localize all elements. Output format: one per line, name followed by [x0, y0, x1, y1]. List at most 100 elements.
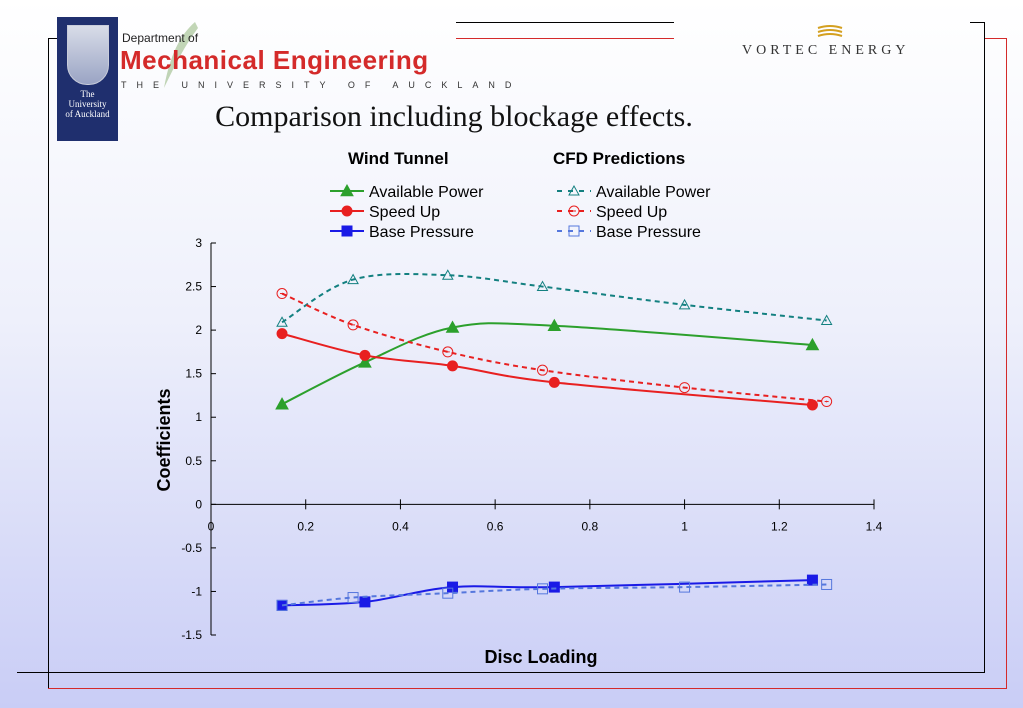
frame-top-right-black: [970, 22, 984, 23]
data-point: [548, 581, 560, 593]
university-name: THE UNIVERSITY OF AUCKLAND: [121, 80, 522, 90]
legend-swatch-marker: [568, 205, 580, 217]
legend-label: Available Power: [369, 184, 484, 201]
data-point: [442, 346, 454, 358]
frame-bottom-red-line: [48, 688, 1007, 689]
frame-top-left-line: [48, 38, 58, 39]
frame-right-black-line: [984, 22, 985, 672]
y-tick-label: 2.5: [185, 280, 202, 294]
legend-label: Base Pressure: [596, 224, 701, 241]
x-tick-label: 0.6: [487, 519, 504, 533]
x-tick-label: 1.2: [771, 519, 788, 533]
legend-item: Available Power: [557, 184, 711, 201]
series-line: [281, 292, 827, 403]
y-tick-label: 2: [195, 323, 202, 337]
data-point: [347, 319, 359, 331]
series-4: [276, 288, 833, 408]
data-point: [276, 328, 288, 340]
data-point: [806, 574, 818, 586]
crest-text-auckland: of Auckland: [65, 109, 110, 119]
data-point: [445, 320, 460, 333]
partner-logo-text: VORTEC ENERGY: [742, 43, 910, 58]
frame-top-red-line: [456, 38, 674, 39]
fern-leaf-icon: [164, 22, 198, 88]
x-tick-label: 0.2: [297, 519, 314, 533]
y-tick-label: -0.5: [181, 541, 202, 555]
legend-swatch-marker: [340, 183, 354, 197]
data-point: [678, 298, 691, 310]
data-point: [275, 397, 289, 410]
series-line: [281, 332, 813, 407]
legend-label: Available Power: [596, 184, 711, 201]
legend-swatch-marker: [341, 225, 353, 237]
legend-item: Available Power: [330, 183, 484, 201]
legend-label: Speed Up: [369, 204, 440, 221]
series-0: [275, 318, 820, 410]
data-point: [537, 583, 548, 595]
data-point: [548, 376, 560, 388]
slide-title: Comparison including blockage effects.: [215, 100, 693, 133]
axes-layer: 3 2.5 2 1.5 1 0.5 0 -0.5 -1 -1.5 0 0.2 0.4 0.6 0.8 1 1.2…: [181, 236, 882, 642]
data-point: [359, 349, 371, 361]
x-tick-label: 0.8: [582, 519, 599, 533]
data-point: [441, 269, 454, 280]
legend-item: Speed Up: [330, 204, 440, 221]
vortec-wave-icon: [817, 25, 843, 37]
legend-swatch-marker: [568, 184, 580, 196]
university-crest: The University of Auckland: [57, 17, 118, 141]
legend-label: Base Pressure: [369, 224, 474, 241]
data-point: [347, 592, 359, 604]
data-point: [359, 596, 371, 608]
y-tick-label: 1: [195, 410, 202, 424]
legend-swatch-marker: [341, 205, 353, 217]
series-3: [276, 269, 833, 327]
x-tick-label: 0: [208, 519, 215, 533]
legend-item: Base Pressure: [557, 224, 701, 241]
y-tick-label: 3: [195, 236, 202, 250]
legend-layer: Wind Tunnel CFD Predictions Available Powe…: [330, 149, 711, 241]
crest-text-university: University: [68, 99, 107, 109]
data-point: [276, 316, 288, 327]
x-axis-title: Disc Loading: [484, 647, 597, 667]
frame-top-right-red: [984, 38, 1006, 39]
data-point: [537, 364, 548, 376]
series-line: [281, 579, 813, 607]
y-tick-label: 1.5: [185, 367, 202, 381]
frame-top-black-line: [456, 22, 674, 23]
y-tick-label: 0.5: [185, 454, 202, 468]
series-layer: [275, 269, 833, 611]
dept-prefix: Department of: [122, 31, 199, 45]
data-point: [821, 578, 833, 590]
series-line: [281, 273, 827, 324]
legend-swatch-marker: [568, 225, 580, 237]
legend-label: Speed Up: [596, 204, 667, 221]
series-line: [281, 583, 827, 607]
data-point: [805, 337, 820, 351]
dept-name: Mechanical Engineering: [120, 45, 429, 75]
y-axis-title: Coefficients: [154, 388, 174, 491]
data-point: [536, 280, 549, 292]
frame-bottom-black-line: [17, 672, 985, 673]
data-point: [358, 355, 372, 368]
data-point: [347, 273, 359, 285]
data-point: [679, 581, 691, 593]
x-tick-label: 1.4: [866, 519, 883, 533]
legend-heading: Wind Tunnel: [348, 149, 449, 168]
y-tick-label: 0: [195, 497, 202, 511]
data-point: [679, 382, 691, 394]
data-point: [820, 314, 833, 326]
y-tick-label: -1: [191, 584, 202, 598]
legend-heading: CFD Predictions: [553, 149, 685, 168]
data-point: [547, 318, 562, 332]
x-tick-label: 0.4: [392, 519, 409, 533]
data-point: [276, 288, 288, 300]
frame-left-line: [48, 38, 49, 688]
data-point: [806, 399, 818, 411]
data-point: [276, 599, 288, 611]
crest-text-the: The: [80, 89, 95, 99]
legend-item: Speed Up: [557, 204, 667, 221]
data-point: [442, 587, 454, 599]
legend-item: Base Pressure: [330, 224, 474, 241]
data-point: [447, 360, 459, 372]
